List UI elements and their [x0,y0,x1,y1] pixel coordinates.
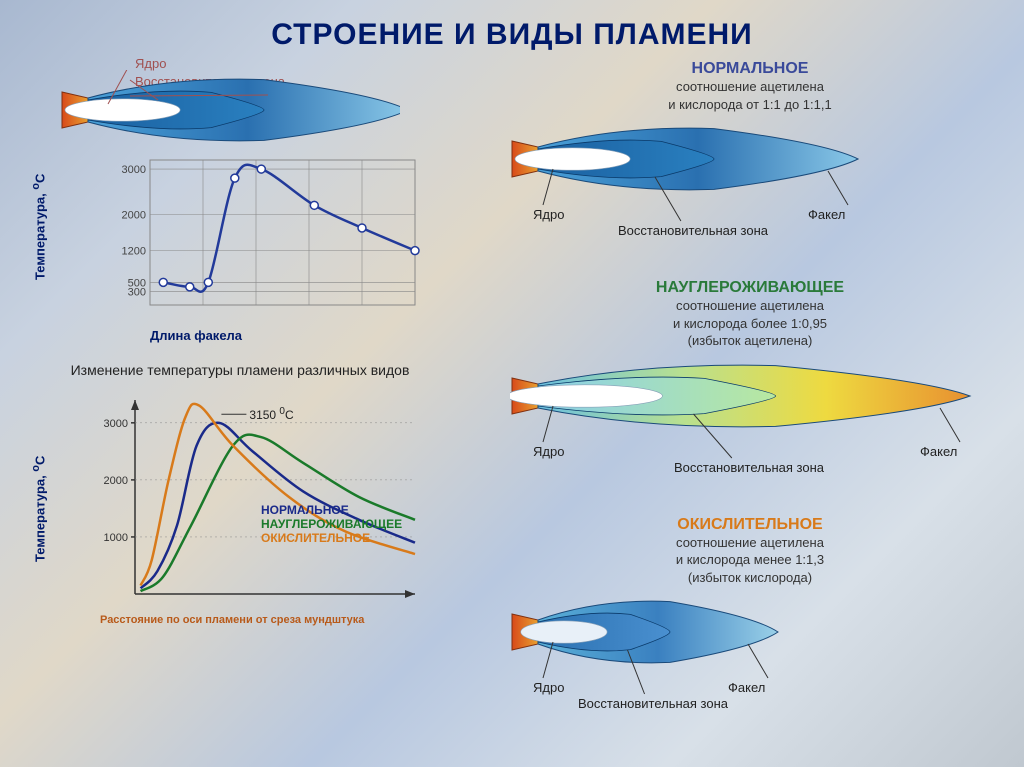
flame-title: НОРМАЛЬНОЕ [510,60,990,78]
chart1-ylabel: Температура, оС [30,174,47,280]
svg-text:3000: 3000 [104,418,128,430]
flame-desc: соотношение ацетиленаи кислорода более 1… [510,297,990,350]
flame-0: НОРМАЛЬНОЕсоотношение ацетиленаи кислоро… [510,60,990,239]
svg-text:2000: 2000 [122,209,146,221]
svg-text:Ядро: Ядро [533,444,564,459]
svg-text:Факел: Факел [920,444,957,459]
svg-text:Ядро: Ядро [533,680,564,695]
svg-text:1000: 1000 [104,532,128,544]
chart1-xlabel: Длина факела [150,328,242,343]
flame-title: ОКИСЛИТЕЛЬНОЕ [510,516,990,534]
flame-desc: соотношение ацетиленаи кислорода от 1:1 … [510,78,990,113]
page-title: СТРОЕНИЕ И ВИДЫ ПЛАМЕНИ [0,18,1024,52]
svg-text:Факел: Факел [808,207,845,222]
svg-text:Восстановительная зона: Восстановительная зона [618,223,769,238]
svg-text:Ядро: Ядро [533,207,564,222]
lbl-core: Ядро [135,56,166,71]
flame-title: НАУГЛЕРОЖИВАЮЩЕЕ [510,279,990,297]
svg-text:1200: 1200 [122,246,146,258]
right-column: НОРМАЛЬНОЕсоотношение ацетиленаи кислоро… [510,60,990,752]
svg-text:Восстановительная зона: Восстановительная зона [578,696,729,711]
flame-graphic: Ядро Факел Восстановительная зона [510,356,990,476]
svg-text:Восстановительная зона: Восстановительная зона [674,460,825,475]
flame-2: ОКИСЛИТЕЛЬНОЕсоотношение ацетиленаи кисл… [510,516,990,713]
svg-text:Факел: Факел [728,680,765,695]
legend-окислительное: ОКИСЛИТЕЛЬНОЕ [261,531,370,545]
chart2-plot: 1000 2000 3000 [90,392,420,612]
chart1-plot: 300500120020003000 [100,155,420,325]
legend-нормальное: НОРМАЛЬНОЕ [261,503,349,517]
flame-1: НАУГЛЕРОЖИВАЮЩЕЕсоотношение ацетиленаи к… [510,279,990,476]
flame-graphic: Ядро ФакелВосстановительная зона [510,592,990,712]
svg-text:2000: 2000 [104,475,128,487]
structure-and-chart1: Ядро Восстановительная зона Факел 300500… [40,60,400,340]
svg-text:3000: 3000 [122,164,146,176]
chart1-caption: Изменение температуры пламени различных … [40,362,440,378]
flame-desc: соотношение ацетиленаи кислорода менее 1… [510,534,990,587]
chart2-ylabel: Температура, оС [30,456,47,562]
flame-graphic: Ядро Факел Восстановительная зона [510,119,990,239]
svg-text:500: 500 [128,277,146,289]
left-column: Ядро Восстановительная зона Факел 300500… [40,60,440,642]
chart2-xlabel: Расстояние по оси пламени от среза мундш… [100,614,364,626]
chart2-annotation: 3150 0С [249,406,293,422]
chart2: 100020003000 Температура, оС Расстояние … [40,382,400,642]
legend-науглероживающее: НАУГЛЕРОЖИВАЮЩЕЕ [261,517,402,531]
